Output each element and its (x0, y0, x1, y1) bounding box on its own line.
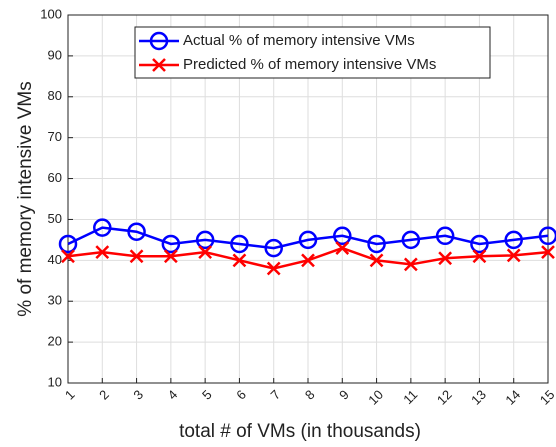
marker (335, 241, 350, 255)
marker (95, 245, 110, 260)
y-tick-label: 40 (48, 252, 62, 267)
x-tick-label: 12 (434, 387, 455, 408)
marker (163, 249, 178, 264)
y-tick-label: 10 (48, 374, 62, 389)
marker (127, 222, 146, 241)
series-line (67, 226, 549, 250)
marker (333, 226, 352, 246)
legend: Actual % of memory intensive VMs Predicte… (134, 26, 491, 79)
x-tick-label: 9 (336, 387, 352, 403)
marker (403, 257, 418, 272)
y-tick-label: 80 (48, 88, 62, 103)
y-tick-label: 50 (48, 211, 62, 226)
legend-marker (152, 58, 166, 72)
marker (232, 253, 247, 268)
y-tick-label: 100 (40, 6, 62, 21)
marker (538, 226, 556, 246)
x-tick-label: 6 (233, 387, 249, 403)
x-tick-label: 5 (199, 387, 215, 403)
marker (504, 230, 523, 250)
marker (230, 234, 249, 254)
x-tick-label: 14 (502, 387, 523, 408)
x-tick-label: 4 (165, 387, 181, 403)
marker (506, 248, 521, 263)
marker (472, 249, 487, 264)
y-tick-label: 30 (48, 293, 62, 308)
marker (161, 234, 181, 254)
legend-label: Actual % of memory intensive VMs (183, 32, 415, 49)
marker (129, 249, 144, 264)
x-tick-label: 15 (537, 387, 556, 408)
x-tick-label: 11 (400, 387, 420, 407)
plot-frame (67, 14, 549, 384)
marker (435, 226, 455, 246)
x-tick-label: 2 (96, 387, 112, 403)
y-tick-label: 90 (48, 47, 62, 62)
y-tick-label: 70 (48, 129, 62, 144)
marker (301, 253, 315, 268)
marker (438, 251, 453, 266)
x-tick-label: 13 (468, 387, 489, 408)
marker (58, 234, 78, 254)
x-tick-label: 1 (62, 387, 78, 403)
marker (367, 234, 386, 254)
marker (541, 245, 555, 260)
marker (61, 249, 75, 264)
marker (401, 230, 421, 250)
y-tick-label: 60 (48, 170, 62, 185)
x-axis-label: total # of VMs (in thousands) (179, 421, 421, 442)
y-tick-label: 20 (48, 334, 62, 349)
x-tick-label: 7 (268, 387, 284, 403)
legend-box (134, 26, 491, 79)
marker (198, 245, 213, 260)
x-tick-label: 8 (302, 387, 318, 403)
marker (195, 230, 215, 250)
marker (264, 238, 283, 258)
marker (298, 230, 318, 250)
legend-label: Predicted % of memory intensive VMs (183, 56, 436, 73)
marker (93, 218, 112, 237)
legend-marker (149, 31, 169, 51)
marker (470, 234, 489, 254)
marker (369, 253, 384, 268)
y-axis-label: % of memory intensive VMs (15, 81, 36, 316)
marker (266, 261, 281, 276)
x-tick-label: 3 (130, 387, 146, 403)
x-tick-label: 10 (365, 387, 386, 408)
